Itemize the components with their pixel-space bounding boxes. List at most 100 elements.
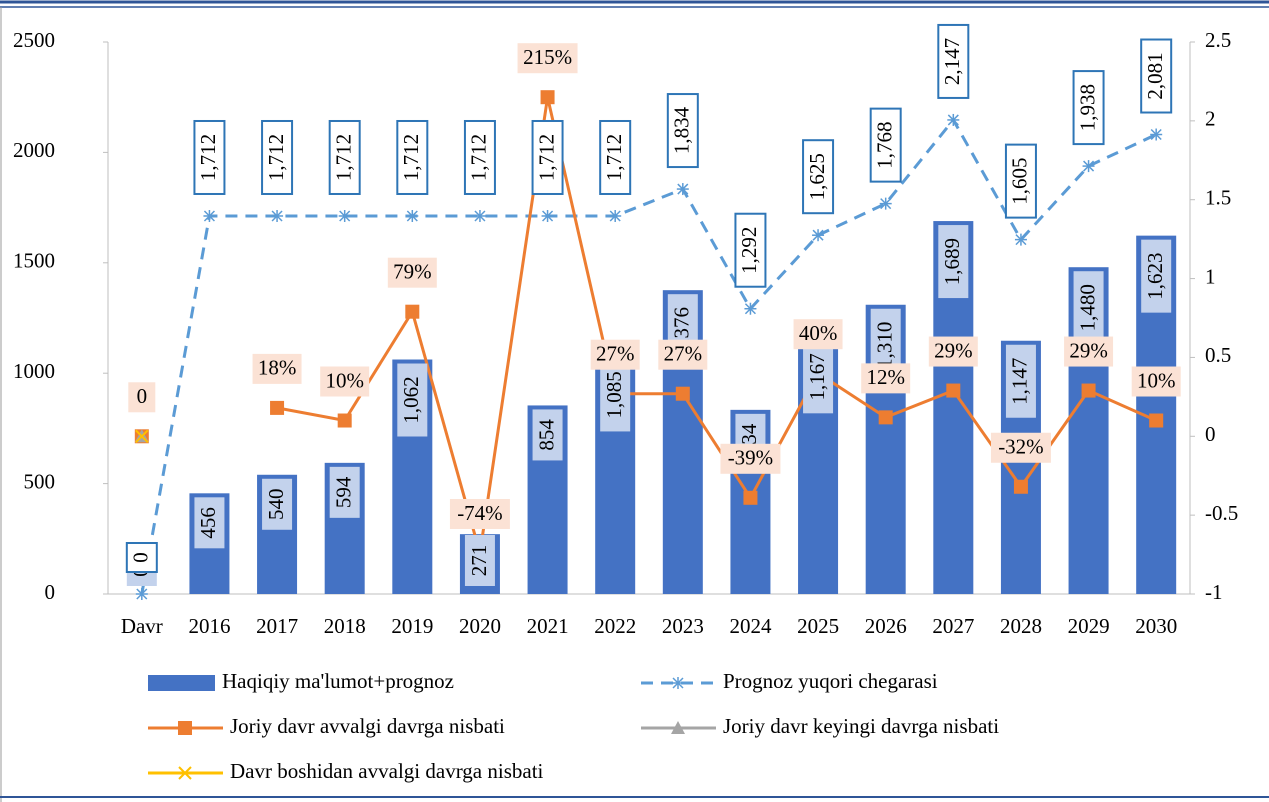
data-label: 10%: [1137, 368, 1176, 392]
data-label: 1,938: [1075, 84, 1099, 131]
data-label: 1,605: [1008, 157, 1032, 204]
data-label: 29%: [1069, 338, 1108, 362]
data-label-box: [666, 93, 699, 169]
legend-marker: [178, 766, 192, 780]
data-label: 0: [137, 384, 148, 408]
data-label: 540: [264, 489, 288, 521]
marker-part: [540, 90, 555, 105]
data-label: 12%: [866, 365, 905, 389]
marker-part: [812, 229, 824, 241]
data-label-box: [329, 466, 360, 518]
legend-label: Davr boshidan avvalgi davrga nisbati: [230, 759, 544, 783]
data-label-box: [194, 497, 225, 549]
marker: [541, 209, 554, 222]
x-tick-label: 2030: [1135, 614, 1177, 638]
y-tick-label: 500: [24, 469, 56, 493]
data-label: 1,310: [873, 322, 897, 369]
data-label-box: [937, 23, 970, 99]
marker-part: [1081, 383, 1096, 398]
data-label: 456: [196, 507, 220, 539]
data-label: 1,834: [670, 106, 694, 154]
marker-part: [1150, 128, 1162, 141]
y-tick-label: 2500: [13, 28, 55, 52]
data-label-box: [658, 339, 708, 370]
data-label-box: [328, 119, 361, 195]
data-label-box: [517, 43, 578, 74]
marker: [946, 383, 961, 398]
marker-part: [675, 386, 690, 401]
data-label-box: [928, 336, 978, 367]
data-label-box: [590, 339, 640, 370]
data-label-box: [252, 353, 302, 384]
marker-part: [743, 490, 758, 505]
y2-tick-label: 2: [1205, 107, 1216, 131]
data-label-box: [1072, 70, 1105, 146]
marker-part: [609, 210, 621, 222]
y2-tick-label: 0.5: [1205, 343, 1231, 367]
marker: [270, 400, 285, 415]
legend-label: Joriy davr keyingi davrga nisbati: [723, 714, 999, 738]
data-label-box: [125, 542, 158, 573]
data-label-box: [1005, 344, 1036, 418]
marker: [1081, 383, 1096, 398]
marker: [675, 386, 690, 401]
x-tick-label: 2024: [729, 614, 772, 638]
data-label: 1,712: [264, 134, 288, 181]
marker-part: [1083, 160, 1095, 172]
marker-part: [405, 304, 420, 319]
data-label: 79%: [393, 260, 432, 284]
data-label-box: [1141, 239, 1172, 313]
marker-part: [406, 210, 418, 222]
legend-marker: [671, 721, 685, 734]
data-label: 1,712: [467, 134, 491, 181]
data-label-box: [463, 119, 496, 195]
data-label: 1,625: [805, 153, 829, 200]
data-label-box: [261, 119, 294, 195]
legend-marker: [672, 677, 684, 689]
marker-part: [178, 766, 192, 780]
data-label: 0: [129, 552, 153, 563]
data-label-box: [531, 119, 564, 195]
marker: [135, 429, 149, 443]
y-tick-label: 1500: [13, 249, 55, 273]
data-label-box: [1073, 271, 1104, 345]
marker: [540, 90, 555, 105]
data-label-box: [720, 443, 781, 474]
marker: [676, 183, 689, 196]
marker: [878, 410, 893, 425]
marker-part: [178, 721, 192, 735]
data-label: 10%: [325, 368, 364, 392]
data-label: 271: [467, 545, 491, 577]
x-tick-label: 2018: [324, 614, 366, 638]
marker-part: [1013, 479, 1028, 494]
x-tick-label: 2021: [527, 614, 569, 638]
x-tick-label: Davr: [121, 614, 163, 638]
marker-part: [671, 721, 685, 734]
data-label: -39%: [728, 446, 774, 470]
data-label-box: [396, 119, 429, 195]
x-tick-label: 2016: [188, 614, 230, 638]
data-label: 40%: [799, 321, 838, 345]
x-tick-label: 2020: [459, 614, 501, 638]
x-tick-label: 2029: [1068, 614, 1110, 638]
y2-tick-label: 2.5: [1205, 28, 1231, 52]
data-label-box: [464, 535, 495, 586]
y2-tick-label: 1: [1205, 264, 1216, 288]
marker-part: [542, 210, 554, 222]
data-label-box: [869, 107, 902, 183]
data-label-box: [803, 340, 834, 414]
marker-part: [1015, 234, 1027, 246]
data-label: 1,292: [737, 227, 761, 274]
data-label-box: [449, 498, 510, 529]
marker-part: [947, 114, 959, 126]
data-label-box: [1140, 38, 1173, 114]
x-tick-label: 2025: [797, 614, 839, 638]
marker: [1149, 413, 1164, 428]
marker-part: [878, 410, 893, 425]
y2-tick-label: 0: [1205, 422, 1216, 446]
data-label-box: [1064, 336, 1114, 367]
data-label-box: [1004, 143, 1037, 219]
data-label: 1,712: [602, 134, 626, 181]
marker: [1150, 128, 1163, 141]
